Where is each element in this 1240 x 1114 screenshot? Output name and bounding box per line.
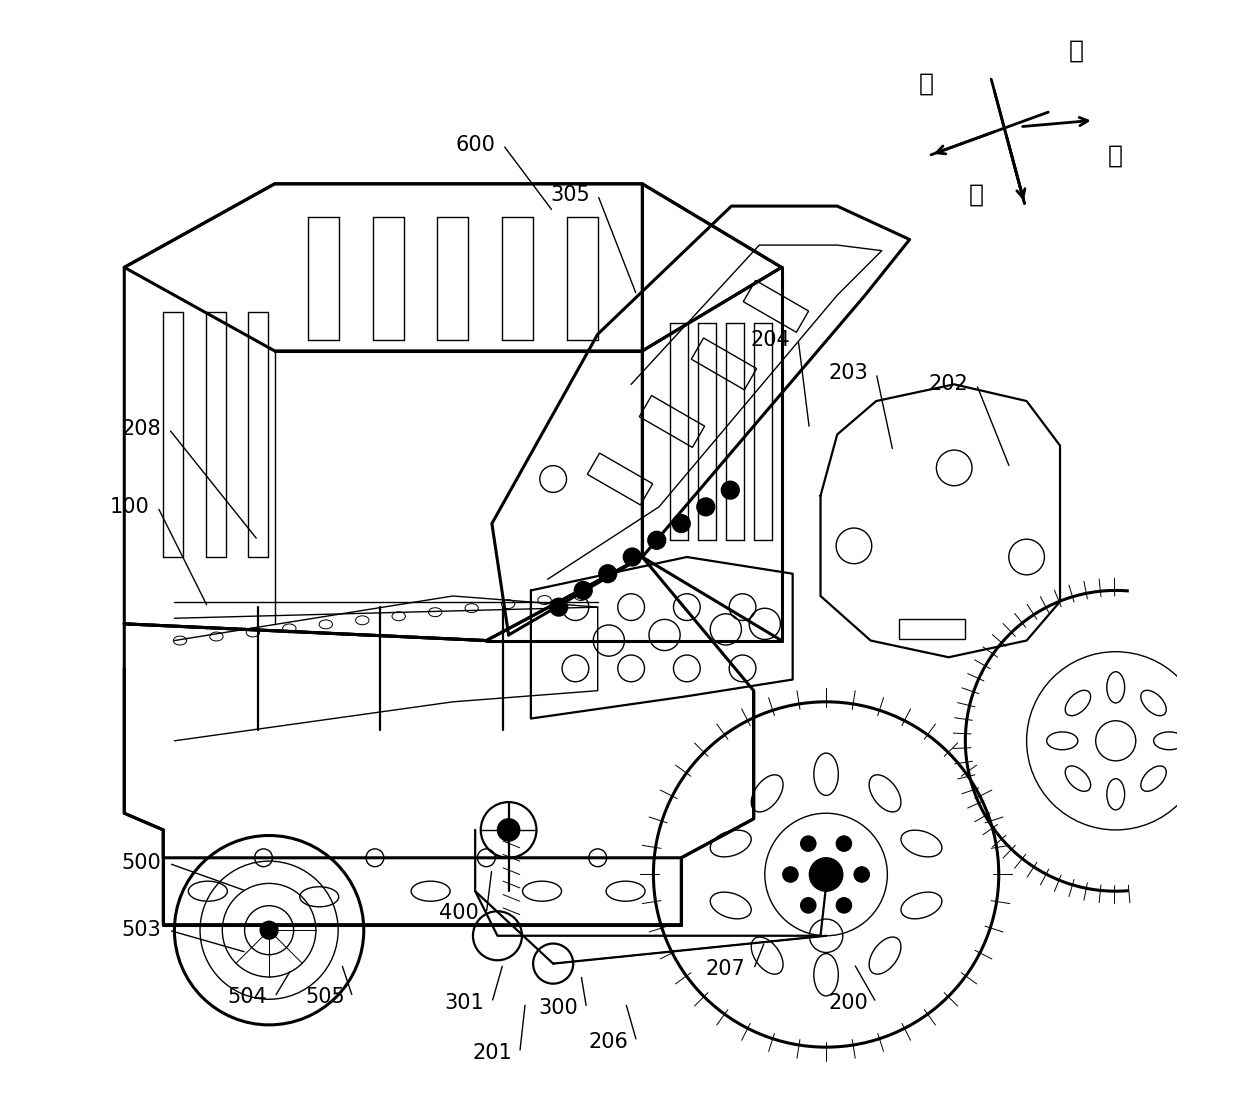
Circle shape: [697, 498, 714, 516]
Circle shape: [801, 898, 816, 913]
Circle shape: [574, 582, 593, 599]
Bar: [640, 395, 704, 448]
Circle shape: [836, 898, 852, 913]
Text: 204: 204: [750, 330, 790, 350]
Text: 305: 305: [551, 185, 590, 205]
Text: 后: 后: [919, 71, 934, 96]
Circle shape: [810, 858, 843, 891]
Circle shape: [672, 515, 691, 532]
Text: 前: 前: [1109, 144, 1123, 168]
Text: 505: 505: [305, 987, 345, 1007]
Text: 207: 207: [706, 959, 745, 979]
Text: 208: 208: [122, 419, 161, 439]
Text: 500: 500: [122, 853, 161, 873]
Text: 301: 301: [444, 993, 484, 1013]
Circle shape: [647, 531, 666, 549]
Bar: [899, 619, 965, 639]
Circle shape: [836, 836, 852, 851]
Text: 503: 503: [122, 920, 161, 940]
Bar: [692, 338, 756, 390]
Circle shape: [624, 548, 641, 566]
Text: 100: 100: [110, 497, 150, 517]
Text: 400: 400: [439, 903, 479, 924]
Bar: [743, 281, 808, 332]
Text: 206: 206: [589, 1032, 629, 1052]
Circle shape: [854, 867, 869, 882]
Text: 右: 右: [968, 183, 985, 207]
Circle shape: [782, 867, 799, 882]
Text: 600: 600: [455, 135, 495, 155]
Circle shape: [260, 921, 278, 939]
Circle shape: [801, 836, 816, 851]
Text: 201: 201: [472, 1043, 512, 1063]
Circle shape: [549, 598, 568, 616]
Text: 202: 202: [929, 374, 968, 394]
Text: 左: 左: [1069, 38, 1084, 62]
Text: 300: 300: [539, 998, 579, 1018]
Text: 200: 200: [828, 993, 868, 1013]
Circle shape: [599, 565, 616, 583]
Circle shape: [722, 481, 739, 499]
Circle shape: [497, 819, 520, 841]
Bar: [588, 453, 652, 505]
Text: 504: 504: [227, 987, 267, 1007]
Text: 203: 203: [828, 363, 868, 383]
